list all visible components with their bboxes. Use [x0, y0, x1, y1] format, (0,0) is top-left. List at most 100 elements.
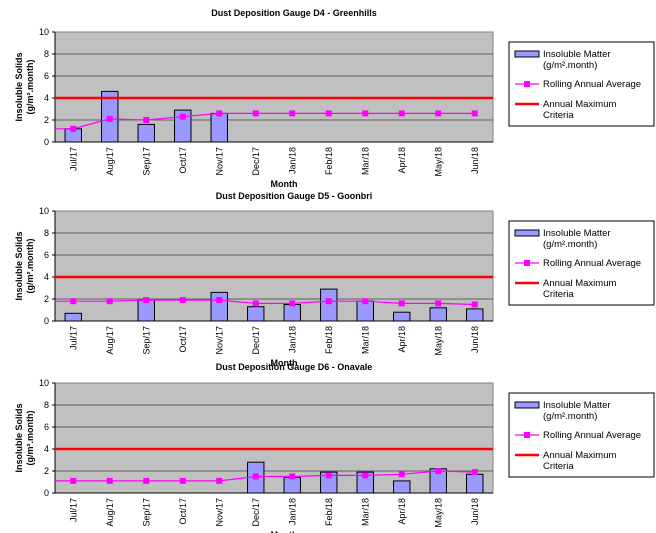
x-tick-label: Jan/18 — [287, 147, 297, 174]
x-tick-label: Jun/18 — [470, 498, 480, 525]
legend-criteria-label: Annual Maximum — [543, 450, 616, 461]
x-tick-label: Mar/18 — [360, 147, 370, 175]
y-tick-label: 8 — [44, 228, 49, 238]
legend-bar-label: Insoluble Matter — [543, 400, 611, 411]
y-axis-title: Insoluble Solids — [14, 403, 24, 472]
rolling-average-point — [435, 110, 442, 117]
rolling-average-point — [252, 110, 259, 117]
plot-area — [54, 210, 494, 322]
bar-Sep-17 — [137, 123, 155, 143]
bar-Apr-18 — [393, 480, 411, 494]
rolling-average-point — [70, 298, 77, 305]
x-tick-label: Oct/17 — [178, 147, 188, 174]
bar-Jun-18 — [466, 473, 484, 494]
rolling-average-point — [216, 110, 223, 117]
rolling-average-point — [143, 297, 150, 304]
x-tick-label: Apr/18 — [397, 326, 407, 353]
y-axis-title-units: (g/m².month) — [25, 60, 35, 115]
legend-bar-swatch — [514, 50, 540, 58]
y-tick-label: 6 — [44, 422, 49, 432]
chart-title: Dust Deposition Gauge D6 - Onavale — [216, 362, 373, 372]
legend-bar-label-units: (g/m².month) — [543, 411, 597, 422]
rolling-average-point — [106, 477, 113, 484]
rolling-average-point — [325, 472, 332, 479]
rolling-average-point — [179, 113, 186, 120]
x-tick-label: Dec/17 — [251, 498, 261, 527]
x-tick-label: May/18 — [433, 498, 443, 528]
x-tick-label: Jun/18 — [470, 147, 480, 174]
rolling-average-point — [252, 300, 259, 307]
legend: Insoluble Matter(g/m².month) Rolling Annu… — [508, 392, 655, 478]
bar-Jan-18 — [283, 477, 301, 494]
legend-bar-label-units: (g/m².month) — [543, 60, 597, 71]
rolling-average-point — [143, 477, 150, 484]
x-tick-label: Nov/17 — [214, 326, 224, 355]
rolling-average-point — [179, 477, 186, 484]
x-axis-title: Month — [271, 358, 298, 368]
legend-criteria-label: Annual Maximum — [543, 99, 616, 110]
legend-bar-swatch — [514, 229, 540, 237]
x-tick-label: May/18 — [433, 147, 443, 177]
rolling-average-point — [106, 298, 113, 305]
y-tick-label: 4 — [44, 93, 49, 103]
bar-Nov-17 — [210, 112, 228, 143]
y-tick-label: 0 — [44, 316, 49, 326]
y-tick-label: 6 — [44, 250, 49, 260]
y-axis-title-units: (g/m².month) — [25, 239, 35, 294]
bar-Dec-17 — [247, 306, 265, 322]
rolling-average-point — [398, 110, 405, 117]
x-tick-label: Sep/17 — [141, 498, 151, 527]
rolling-average-point — [216, 477, 223, 484]
x-tick-label: Feb/18 — [324, 498, 334, 526]
chart-panel-3: Dust Deposition Gauge D6 - Onavale 0 2 4 6 8 1… — [14, 362, 655, 533]
legend-bar-label: Insoluble Matter — [543, 49, 611, 60]
bar-Nov-17 — [210, 291, 228, 322]
rolling-average-point — [435, 300, 442, 307]
x-tick-label: Feb/18 — [324, 147, 334, 175]
y-tick-label: 4 — [44, 444, 49, 454]
legend-avg-marker — [524, 432, 530, 438]
x-tick-label: Apr/18 — [397, 498, 407, 525]
legend-bar-swatch — [514, 401, 540, 409]
x-tick-label: Apr/18 — [397, 147, 407, 174]
chart-panel-1: Dust Deposition Gauge D4 - Greenhills 0 2 4… — [14, 8, 655, 189]
x-tick-label: Jan/18 — [287, 498, 297, 525]
x-tick-label: Nov/17 — [214, 147, 224, 176]
x-tick-label: Jun/18 — [470, 326, 480, 353]
rolling-average-point — [325, 110, 332, 117]
x-axis-title: Month — [271, 530, 298, 533]
y-tick-label: 0 — [44, 137, 49, 147]
x-tick-label: Sep/17 — [141, 326, 151, 355]
rolling-average-point — [289, 300, 296, 307]
legend-criteria-label: Annual Maximum — [543, 278, 616, 289]
x-tick-label: Mar/18 — [360, 498, 370, 526]
rolling-average-point — [70, 125, 77, 132]
x-tick-label: Jan/18 — [287, 326, 297, 353]
x-tick-label: Jul/17 — [68, 498, 78, 522]
bar-Sep-17 — [137, 299, 155, 322]
legend-bar-label: Insoluble Matter — [543, 228, 611, 239]
x-tick-label: Nov/17 — [214, 498, 224, 527]
x-tick-label: Dec/17 — [251, 326, 261, 355]
rolling-average-point — [289, 110, 296, 117]
legend-bar-label-units: (g/m².month) — [543, 239, 597, 250]
x-tick-label: Oct/17 — [178, 326, 188, 353]
bar-Feb-18 — [320, 471, 338, 494]
y-tick-label: 0 — [44, 488, 49, 498]
x-tick-label: Jul/17 — [68, 326, 78, 350]
rolling-average-point — [143, 117, 150, 123]
legend-criteria-label-2: Criteria — [543, 110, 574, 121]
legend-avg-label: Rolling Annual Average — [543, 258, 641, 269]
bar-Oct-17 — [174, 109, 192, 143]
y-axis-title-units: (g/m².month) — [25, 411, 35, 466]
bar-May-18 — [429, 307, 447, 322]
y-tick-label: 10 — [39, 378, 49, 388]
chart-title: Dust Deposition Gauge D4 - Greenhills — [211, 8, 377, 18]
legend-avg-marker — [524, 260, 530, 266]
bar-Apr-18 — [393, 311, 411, 322]
x-tick-label: Aug/17 — [105, 326, 115, 355]
rolling-average-point — [362, 472, 369, 479]
rolling-average-point — [471, 110, 478, 117]
rolling-average-point — [325, 298, 332, 305]
